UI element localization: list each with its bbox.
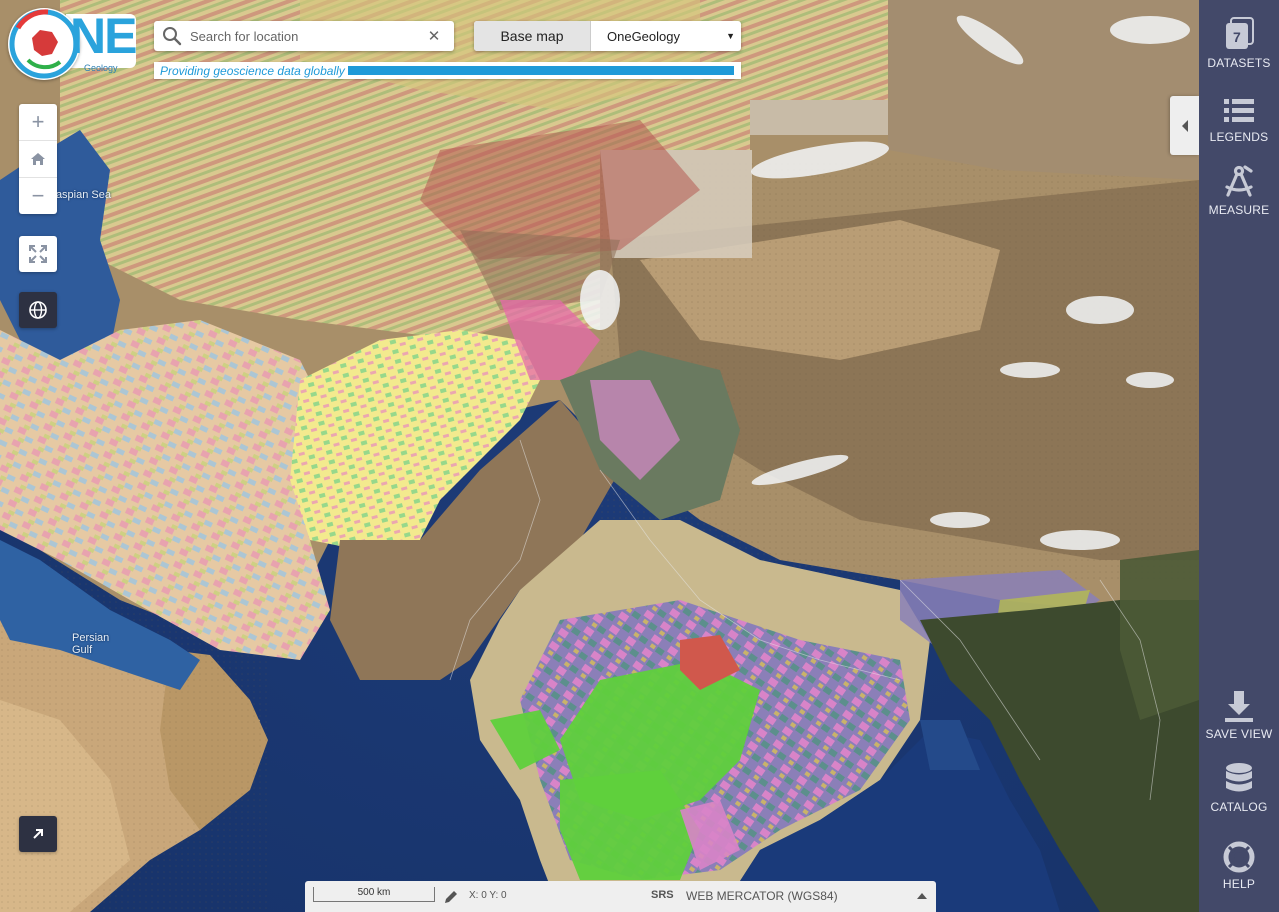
download-icon xyxy=(1223,683,1255,723)
cloud-patches xyxy=(580,15,1190,550)
zoom-in-button[interactable]: + xyxy=(19,104,57,141)
sidebar-label-catalog: CATALOG xyxy=(1210,800,1268,814)
sidebar-item-catalog[interactable]: CATALOG xyxy=(1199,756,1279,814)
sidebar-item-measure[interactable]: MEASURE xyxy=(1199,159,1279,217)
sidebar-label-measure: MEASURE xyxy=(1208,203,1270,217)
globe-logo-icon xyxy=(9,9,79,79)
scale-bar: 500 km xyxy=(313,887,435,902)
tagline-text: Providing geoscience data globally xyxy=(160,63,345,78)
fullscreen-button[interactable] xyxy=(19,236,57,272)
chevron-up-icon[interactable] xyxy=(917,891,927,903)
globe-icon xyxy=(29,301,47,319)
chevron-left-icon xyxy=(1181,119,1188,132)
tagline-bar xyxy=(348,66,734,75)
chevron-down-icon: ▼ xyxy=(726,31,735,41)
basemap-selected: OneGeology xyxy=(607,28,680,44)
iran-geology xyxy=(0,320,330,660)
pencil-icon[interactable] xyxy=(443,889,459,908)
sidebar-item-legends[interactable]: LEGENDS xyxy=(1199,86,1279,144)
search-icon[interactable] xyxy=(154,21,190,51)
status-bar: 500 km X: 0 Y: 0 SRS WEB MERCATOR (WGS84… xyxy=(305,881,936,912)
home-icon xyxy=(31,153,45,165)
sidebar-collapse-tab[interactable] xyxy=(1170,96,1199,155)
srs-label: SRS xyxy=(651,889,674,901)
sidebar-label-save-view: SAVE VIEW xyxy=(1205,727,1273,741)
map-imagery[interactable] xyxy=(0,0,1199,912)
datasets-count: 7 xyxy=(1233,29,1241,45)
basemap-selector[interactable]: Base map OneGeology ▼ xyxy=(474,21,741,51)
sidebar-item-datasets[interactable]: 7 DATASETS xyxy=(1199,12,1279,70)
basemap-dropdown[interactable]: OneGeology ▼ xyxy=(591,21,741,51)
logo-subtext: Geology xyxy=(84,63,118,73)
sidebar-item-help[interactable]: HELP xyxy=(1199,833,1279,891)
sidebar-label-datasets: DATASETS xyxy=(1207,56,1271,70)
logo-globe[interactable] xyxy=(8,8,80,80)
zoom-out-button[interactable]: − xyxy=(31,183,45,208)
tagline-banner: Providing geoscience data globally xyxy=(154,62,741,79)
stack-icon: 7 xyxy=(1222,12,1256,52)
compass-icon xyxy=(1223,159,1255,199)
globe-button[interactable] xyxy=(19,292,57,328)
boundaries xyxy=(449,439,1161,801)
persian-gulf xyxy=(0,540,200,690)
home-button[interactable] xyxy=(19,141,57,178)
sidebar-label-help: HELP xyxy=(1222,877,1256,891)
zoom-controls: + − xyxy=(19,104,57,214)
scale-label: 500 km xyxy=(357,887,391,898)
location-search[interactable]: ✕ xyxy=(154,21,454,51)
coordinates-readout: X: 0 Y: 0 xyxy=(469,890,507,901)
srs-value[interactable]: WEB MERCATOR (WGS84) xyxy=(686,889,838,903)
bay-of-bengal xyxy=(720,730,1060,912)
logo-text: NE xyxy=(70,8,137,64)
red-formation xyxy=(680,635,740,690)
search-input[interactable] xyxy=(190,28,420,44)
sidebar-label-legends: LEGENDS xyxy=(1209,130,1269,144)
mongolia-land xyxy=(888,0,1199,180)
persian-gulf-label: Persian Gulf xyxy=(72,632,110,656)
clear-search-icon[interactable]: ✕ xyxy=(427,28,441,45)
caspian-sea-label: Caspian Sea xyxy=(48,189,111,201)
expand-icon xyxy=(29,245,47,263)
database-icon xyxy=(1224,756,1254,796)
corner-expand-button[interactable] xyxy=(19,816,57,852)
list-icon xyxy=(1223,86,1255,126)
map-canvas[interactable]: Caspian Sea Persian Gulf xyxy=(0,0,1199,912)
sidebar-item-save-view[interactable]: SAVE VIEW xyxy=(1199,683,1279,741)
lifebuoy-icon xyxy=(1223,833,1255,873)
right-sidebar: 7 DATASETS LEGENDS MEASURE xyxy=(1199,0,1279,912)
pakistan-land xyxy=(330,400,620,680)
arrow-up-right-icon xyxy=(33,829,43,839)
basemap-label: Base map xyxy=(474,21,591,51)
afghanistan-geology xyxy=(290,330,540,550)
